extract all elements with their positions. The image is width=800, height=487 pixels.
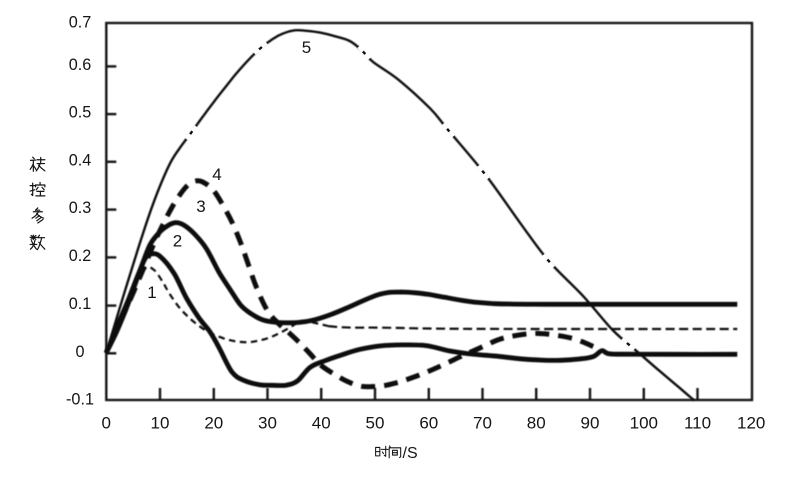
svg-text:0.6: 0.6 [69, 56, 92, 74]
svg-text:20: 20 [204, 413, 223, 432]
svg-text:/S: /S [403, 445, 418, 462]
svg-text:80: 80 [527, 413, 546, 432]
svg-text:0.1: 0.1 [69, 295, 92, 313]
svg-text:110: 110 [684, 413, 711, 432]
svg-text:40: 40 [312, 413, 331, 432]
svg-text:2: 2 [173, 232, 182, 251]
svg-text:70: 70 [473, 413, 492, 432]
svg-text:4: 4 [212, 165, 221, 184]
svg-text:0.2: 0.2 [69, 247, 92, 265]
svg-text:50: 50 [366, 413, 385, 432]
svg-text:60: 60 [419, 413, 438, 432]
svg-text:120: 120 [737, 413, 765, 432]
svg-text:0: 0 [75, 343, 84, 361]
svg-text:90: 90 [581, 413, 600, 432]
svg-text:30: 30 [258, 413, 277, 432]
svg-text:5: 5 [302, 38, 311, 57]
svg-text:0.5: 0.5 [69, 104, 92, 122]
svg-text:0: 0 [101, 413, 110, 432]
svg-text:100: 100 [630, 413, 658, 432]
svg-text:1: 1 [147, 283, 156, 302]
svg-text:0.7: 0.7 [69, 14, 92, 32]
svg-text:0.3: 0.3 [69, 199, 92, 217]
svg-text:10: 10 [151, 413, 170, 432]
svg-text:-0.1: -0.1 [66, 390, 94, 408]
svg-text:3: 3 [196, 197, 205, 216]
svg-text:0.4: 0.4 [69, 151, 92, 169]
